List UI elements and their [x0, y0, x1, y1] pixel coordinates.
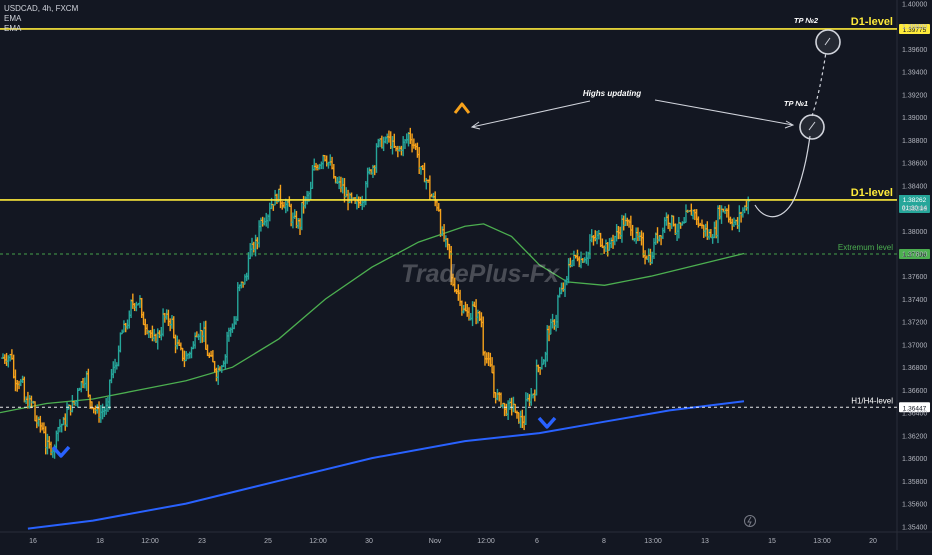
watermark: TradePlus-Fx [401, 260, 560, 288]
y-tick-label: 1.36000 [902, 456, 927, 463]
y-tick-label: 1.37600 [902, 274, 927, 281]
level-price-tag [899, 248, 930, 259]
x-tick-label: 15 [768, 538, 776, 545]
level-name: D1-level [851, 16, 893, 28]
y-tick-label: 1.40000 [902, 1, 927, 8]
projection-path-dashed [811, 51, 827, 117]
countdown-label: 01:30:14 [902, 205, 928, 212]
x-tick-label: 30 [365, 538, 373, 545]
projection-path [754, 135, 811, 218]
tp1-label: TP №1 [784, 99, 808, 108]
level-name: D1-level [851, 187, 893, 199]
y-tick-label: 1.37200 [902, 320, 927, 327]
y-tick-label: 1.38000 [902, 229, 927, 236]
level-name: Extremum level [838, 243, 893, 252]
x-tick-label: Nov [429, 538, 442, 545]
y-tick-label: 1.39600 [902, 47, 927, 54]
x-tick-label: 25 [264, 538, 272, 545]
symbol-info[interactable]: USDCAD, 4h, FXCM [4, 4, 79, 13]
x-tick-label: 12:00 [477, 538, 495, 545]
current-price-tag [899, 194, 930, 213]
y-tick-label: 1.38200 [902, 206, 927, 213]
ema-slow-line [27, 400, 745, 530]
y-tick-label: 1.36200 [902, 433, 927, 440]
y-tick-label: 1.39200 [902, 92, 927, 99]
x-tick-label: 13:00 [813, 538, 831, 545]
indicator-ema-1[interactable]: EMA [4, 14, 22, 23]
y-tick-label: 1.36800 [902, 365, 927, 372]
ema-fast-line [0, 223, 745, 414]
y-tick-label: 1.38400 [902, 183, 927, 190]
x-tick-label: 12:00 [141, 538, 159, 545]
x-tick-label: 20 [869, 538, 877, 545]
x-tick-label: 6 [535, 538, 539, 545]
lightning-bolt-icon [747, 516, 752, 527]
x-tick-label: 8 [602, 538, 606, 545]
y-tick-label: 1.36400 [902, 411, 927, 418]
tp2-target-icon [815, 29, 841, 55]
tp2-arrow-icon [824, 37, 831, 46]
x-tick-label: 16 [29, 538, 37, 545]
y-tick-label: 1.37400 [902, 297, 927, 304]
y-tick-label: 1.37000 [902, 342, 927, 349]
y-tick-label: 1.35600 [902, 502, 927, 509]
x-tick-label: 13:00 [644, 538, 662, 545]
y-tick-label: 1.35400 [902, 524, 927, 531]
level-name: H1/H4-level [851, 396, 893, 405]
tp1-arrow-icon [808, 121, 816, 131]
lightning-icon [744, 515, 756, 527]
y-tick-label: 1.36600 [902, 388, 927, 395]
x-tick-label: 12:00 [309, 538, 327, 545]
x-tick-label: 18 [96, 538, 104, 545]
x-tick-label: 23 [198, 538, 206, 545]
chart-legend: USDCAD, 4h, FXCM EMA EMA [4, 4, 78, 34]
level-price-label: 1.37796 [903, 252, 927, 259]
level-price-label: 1.39775 [903, 27, 927, 34]
current-price-label: 1.38262 [903, 197, 927, 204]
arrow-line [654, 99, 794, 126]
tp2-label: TP №2 [794, 16, 819, 25]
low-marker-icon [51, 445, 71, 458]
y-tick-label: 1.38600 [902, 161, 927, 168]
y-tick-label: 1.39800 [902, 24, 927, 31]
arrow-line [471, 100, 591, 128]
y-tick-label: 1.35800 [902, 479, 927, 486]
highs-updating-label: Highs updating [583, 89, 641, 98]
arrow-head-icon [470, 121, 481, 130]
high-marker-icon [453, 102, 471, 114]
y-tick-label: 1.37800 [902, 251, 927, 258]
level-price-tag [899, 23, 930, 34]
y-tick-label: 1.38800 [902, 138, 927, 145]
indicator-ema-2[interactable]: EMA [4, 24, 22, 33]
level-price-tag [899, 402, 930, 413]
arrow-head-icon [784, 120, 795, 129]
y-tick-label: 1.39400 [902, 70, 927, 77]
y-tick-label: 1.39000 [902, 115, 927, 122]
low-marker-icon [537, 416, 557, 429]
x-tick-label: 13 [701, 538, 709, 545]
level-price-label: 1.36447 [903, 405, 927, 412]
tp1-target-icon [799, 114, 825, 140]
